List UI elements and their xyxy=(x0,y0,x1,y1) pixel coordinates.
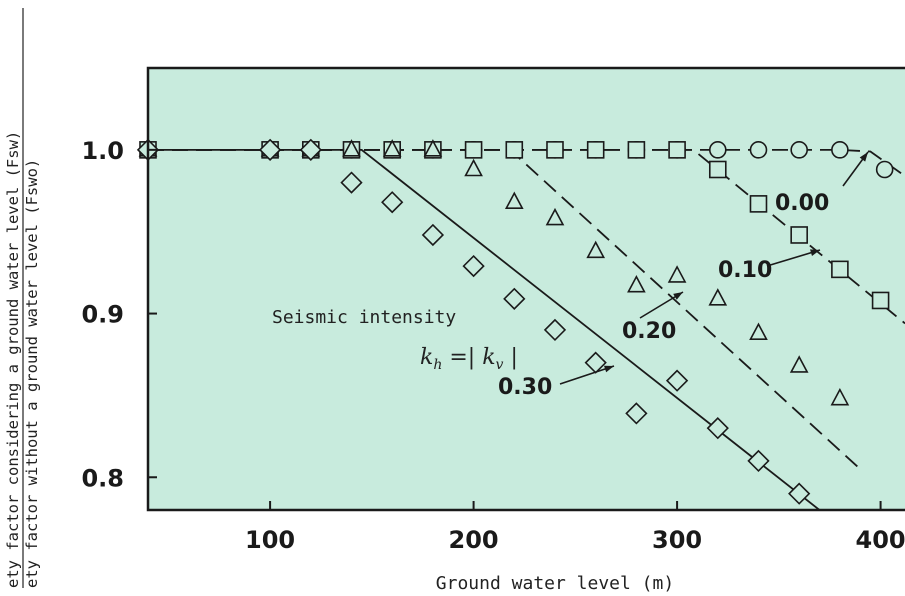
data-point-circle xyxy=(790,141,808,159)
y-tick-label: 0.9 xyxy=(81,301,124,329)
x-axis-title: Ground water level (m) xyxy=(436,573,674,594)
data-point-diamond xyxy=(340,171,363,194)
plot-frame xyxy=(146,66,905,512)
y-axis-label-numerator: ety factor considering a ground water le… xyxy=(4,131,22,588)
series-label-0.20: 0.20 xyxy=(622,319,676,344)
x-tick-label: 200 xyxy=(449,526,499,554)
data-point-triangle xyxy=(423,139,443,157)
seismic-intensity-label: Seismic intensity xyxy=(272,307,456,328)
data-point-diamond xyxy=(706,417,729,440)
data-point-square xyxy=(871,291,890,310)
data-point-circle xyxy=(708,141,727,159)
data-point-diamond xyxy=(462,254,485,278)
data-point-diamond xyxy=(258,138,282,161)
series-label-0.30: 0.30 xyxy=(498,375,552,400)
kh-kv-formula: kh =| kv | xyxy=(420,345,518,373)
data-point-diamond xyxy=(665,369,689,392)
data-point-diamond xyxy=(381,191,404,214)
data-point-circle xyxy=(831,141,849,159)
data-point-diamond xyxy=(503,287,526,310)
arrow-0.20-head xyxy=(673,292,683,300)
data-point-triangle xyxy=(464,158,483,177)
plot-area xyxy=(148,68,905,510)
formula-part: k xyxy=(420,345,433,370)
arrow-0.10-head xyxy=(810,249,820,256)
data-point-triangle xyxy=(749,322,768,341)
series-label-0.00: 0.00 xyxy=(775,191,829,216)
formula-part: =| k xyxy=(442,345,495,370)
data-point-triangle xyxy=(342,139,361,157)
data-point-diamond xyxy=(543,318,567,342)
data-point-circle xyxy=(749,141,768,159)
data-point-triangle xyxy=(667,265,687,283)
data-point-circle xyxy=(875,160,894,179)
formula-subscript: v xyxy=(496,357,504,373)
data-point-triangle xyxy=(545,207,565,226)
data-point-triangle xyxy=(504,191,524,210)
data-point-square xyxy=(505,141,524,159)
series-label-0.10: 0.10 xyxy=(718,258,772,283)
y-tick-label: 0.8 xyxy=(81,464,124,492)
series-line-diamond xyxy=(148,149,821,511)
data-point-triangle xyxy=(830,387,850,406)
data-point-square xyxy=(790,226,808,244)
formula-part: | xyxy=(503,345,517,370)
data-point-square xyxy=(749,195,768,213)
data-point-diamond xyxy=(747,449,770,473)
data-point-diamond xyxy=(299,138,322,161)
arrow-0.30 xyxy=(559,365,615,385)
data-point-diamond xyxy=(625,402,648,425)
data-point-triangle xyxy=(586,240,606,259)
formula-subscript: h xyxy=(433,357,442,373)
x-tick-label: 300 xyxy=(652,526,702,554)
arrow-0.00-head xyxy=(859,152,868,162)
y-tick-label: 1.0 xyxy=(81,137,124,165)
data-point-triangle xyxy=(382,139,402,157)
data-point-diamond xyxy=(788,482,811,505)
data-point-square xyxy=(546,141,564,159)
y-axis-label-denominator: ety factor without a ground water level … xyxy=(23,159,40,588)
y-axis-label: ety factor considering a ground water le… xyxy=(4,8,40,588)
data-point-square xyxy=(668,141,686,159)
data-point-square xyxy=(464,141,483,159)
data-point-triangle xyxy=(708,288,728,306)
data-point-square xyxy=(586,141,605,159)
arrow-0.30-head xyxy=(604,365,614,373)
data-point-square xyxy=(627,141,646,159)
data-point-triangle xyxy=(789,355,809,373)
data-point-diamond xyxy=(421,223,445,247)
data-point-square xyxy=(831,260,849,279)
x-tick-label: 400 xyxy=(856,526,905,554)
data-point-square xyxy=(708,160,727,179)
data-point-triangle xyxy=(627,275,646,293)
x-tick-label: 100 xyxy=(245,526,295,554)
